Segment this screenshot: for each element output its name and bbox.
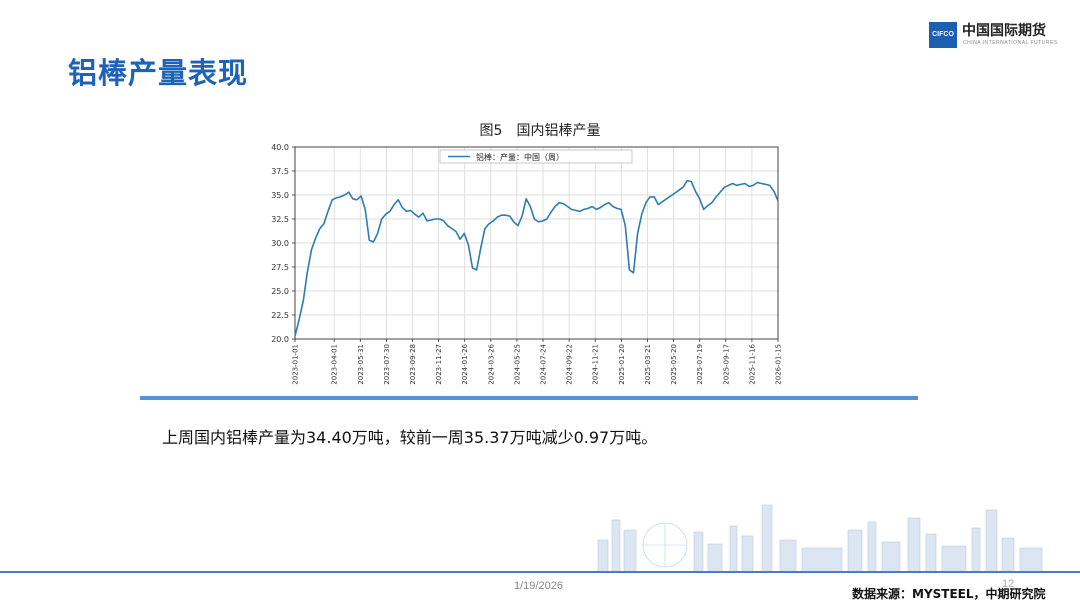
x-tick-label: 2024-11-21: [592, 344, 600, 385]
section-divider: [140, 396, 918, 400]
x-tick-label: 2025-09-17: [722, 344, 730, 385]
y-tick-label: 35.0: [271, 191, 289, 200]
y-tick-label: 40.0: [271, 143, 289, 152]
page-number: 12: [1002, 578, 1015, 590]
legend-box: [439, 149, 633, 164]
y-tick-label: 20.0: [271, 335, 289, 344]
slide-date: 1/19/2026: [514, 580, 563, 592]
series-line: [294, 179, 779, 337]
x-tick-label: 2025-11-16: [748, 343, 756, 384]
x-tick-label: 2025-01-20: [618, 344, 626, 385]
x-tick-label: 2025-03-21: [644, 344, 652, 385]
plot-frame: [294, 146, 779, 340]
line-chart: 20.0 22.5 25.0 27.5 30.0 32.5 35.0 37.5 40.0 2023…: [271, 143, 783, 385]
data-source: 数据来源：MYSTEEL，中期研究院: [852, 587, 1046, 601]
y-tick-label: 32.5: [271, 215, 289, 224]
x-tick-label: 2023-07-30: [383, 344, 391, 385]
x-tick-label: 2023-04-01: [331, 344, 339, 385]
x-tick-label: 2024-07-24: [540, 343, 548, 384]
x-tick-label: 2025-07-19: [696, 344, 704, 385]
footer-line: [0, 571, 1080, 573]
x-tick-label: 2023-11-27: [435, 344, 443, 385]
x-tick-label: 2024-09-22: [566, 344, 574, 385]
x-tick-label: 2023-05-31: [357, 344, 365, 385]
x-tick-label: 2023-01-01: [292, 344, 300, 385]
y-tick-label: 30.0: [271, 239, 289, 248]
y-tick-label: 25.0: [271, 287, 289, 296]
y-tick-label: 37.5: [271, 167, 289, 176]
figure-title: 图5 国内铝棒产量: [479, 123, 601, 139]
page-title: 铝棒产量表现: [68, 56, 249, 90]
logo-english-name: CHINA INTERNATIONAL FUTURES: [963, 40, 1058, 46]
summary-text: 上周国内铝棒产量为34.40万吨，较前一周35.37万吨减少0.97万吨。: [162, 428, 658, 447]
legend-label: 铝棒：产量：中国（周）: [476, 152, 564, 162]
x-tick-label: 2024-03-26: [487, 343, 495, 384]
logo-chinese-name: 中国国际期货: [962, 23, 1046, 39]
x-tick-label: 2025-05-20: [670, 344, 678, 385]
city-skyline-illustration: [597, 504, 1043, 572]
x-tick-label: 2024-01-26: [461, 343, 469, 384]
y-tick-label: 27.5: [271, 263, 289, 272]
x-tick-label: 2024-05-25: [513, 344, 521, 385]
x-tick-label: 2026-01-15: [775, 344, 783, 385]
y-tick-label: 22.5: [271, 311, 289, 320]
x-tick-label: 2023-09-28: [409, 344, 417, 385]
cifco-logo-icon: CIFCO: [929, 22, 957, 48]
